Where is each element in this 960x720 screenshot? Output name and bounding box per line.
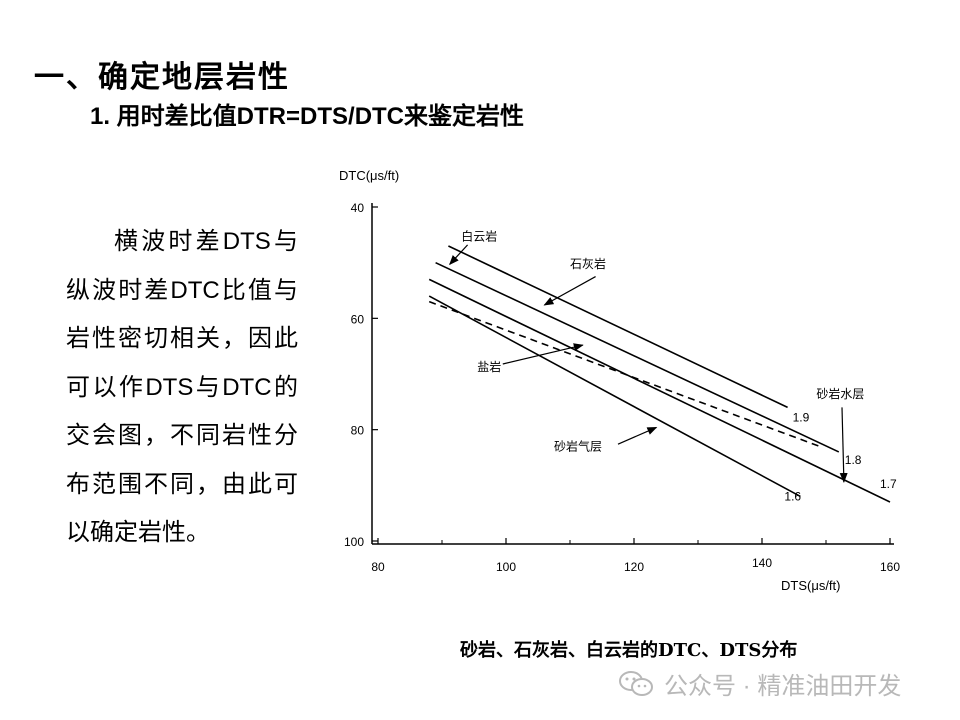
figure-caption: 砂岩、石灰岩、白云岩的DTC、DTS分布 xyxy=(460,640,798,661)
series-line xyxy=(428,295,801,498)
x-tick-label: 160 xyxy=(880,560,900,574)
annotation-label: 砂岩气层 xyxy=(554,438,602,453)
y-tick-label: 40 xyxy=(351,201,365,215)
series-end-label: 1.8 xyxy=(845,453,862,467)
x-tick-label: 80 xyxy=(371,560,385,574)
annotation-label: 盐岩 xyxy=(477,359,501,374)
annotation-label: 砂岩水层 xyxy=(816,386,864,401)
annotation-arrow xyxy=(449,244,469,266)
chart-axes xyxy=(371,203,894,545)
chart-ticks: 40 60 80 100 80 100 120 140 160 DTC(μs/ft) DTS(μs/… xyxy=(339,168,900,593)
x-tick-label: 100 xyxy=(496,560,516,574)
annotation-label: 白云岩 xyxy=(461,228,497,243)
watermark-text: 公众号 · 精准油田开发 xyxy=(664,673,902,700)
section-heading: 一、确定地层岩性 xyxy=(34,60,290,95)
annotation-arrow xyxy=(502,343,584,365)
x-axis-title: DTS(μs/ft) xyxy=(781,578,840,593)
y-tick-label: 100 xyxy=(344,535,364,549)
series-end-label: 1.9 xyxy=(793,410,810,424)
annotation-label: 石灰岩 xyxy=(570,256,606,271)
explanation-paragraph: 横波时差DTS与纵波时差DTC比值与岩性密切相关，因此可以作DTS与DTC的交会… xyxy=(66,228,298,546)
series-end-label: 1.6 xyxy=(784,489,801,503)
y-axis-title: DTC(μs/ft) xyxy=(339,168,399,183)
x-tick-label: 140 xyxy=(752,556,772,570)
subsection-heading: 1. 用时差比值DTR=DTS/DTC来鉴定岩性 xyxy=(90,103,525,130)
series-line xyxy=(428,300,820,448)
series-end-label: 1.7 xyxy=(880,477,897,491)
wechat-icon xyxy=(619,670,653,696)
x-tick-label: 120 xyxy=(624,560,644,574)
chart-series: 1.9 1.8 1.7 1.6 xyxy=(428,245,897,503)
series-line xyxy=(428,278,891,503)
annotation-arrow xyxy=(543,276,596,306)
watermark: 公众号 · 精准油田开发 xyxy=(618,666,901,701)
annotation-arrow xyxy=(839,407,848,483)
y-tick-label: 60 xyxy=(351,312,365,326)
series-line xyxy=(448,245,788,409)
y-tick-label: 80 xyxy=(351,424,365,438)
series-line xyxy=(435,261,840,453)
annotation-arrow xyxy=(617,426,658,445)
